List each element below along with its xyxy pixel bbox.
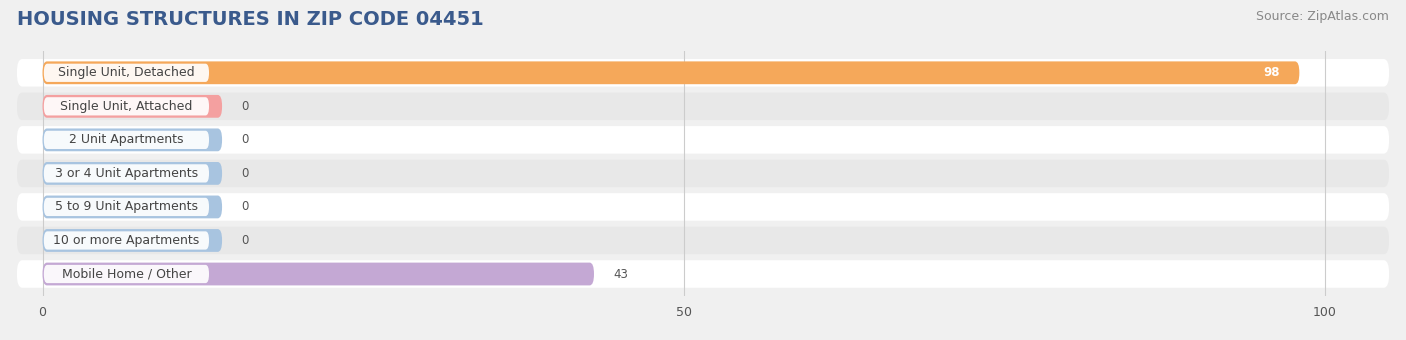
Text: 5 to 9 Unit Apartments: 5 to 9 Unit Apartments — [55, 201, 198, 214]
Text: 10 or more Apartments: 10 or more Apartments — [53, 234, 200, 247]
Text: 0: 0 — [242, 133, 249, 146]
Text: Mobile Home / Other: Mobile Home / Other — [62, 268, 191, 280]
Text: Single Unit, Detached: Single Unit, Detached — [58, 66, 195, 79]
Text: 3 or 4 Unit Apartments: 3 or 4 Unit Apartments — [55, 167, 198, 180]
Text: 0: 0 — [242, 234, 249, 247]
Text: Source: ZipAtlas.com: Source: ZipAtlas.com — [1256, 10, 1389, 23]
FancyBboxPatch shape — [44, 265, 209, 283]
FancyBboxPatch shape — [44, 198, 209, 216]
FancyBboxPatch shape — [44, 231, 209, 250]
Text: HOUSING STRUCTURES IN ZIP CODE 04451: HOUSING STRUCTURES IN ZIP CODE 04451 — [17, 10, 484, 29]
FancyBboxPatch shape — [44, 131, 209, 149]
FancyBboxPatch shape — [42, 229, 222, 252]
FancyBboxPatch shape — [42, 129, 222, 151]
FancyBboxPatch shape — [17, 126, 1389, 154]
FancyBboxPatch shape — [17, 92, 1389, 120]
FancyBboxPatch shape — [17, 59, 1389, 87]
Text: 2 Unit Apartments: 2 Unit Apartments — [69, 133, 184, 146]
Text: 0: 0 — [242, 201, 249, 214]
FancyBboxPatch shape — [17, 227, 1389, 254]
FancyBboxPatch shape — [44, 164, 209, 183]
Text: 0: 0 — [242, 167, 249, 180]
Text: 0: 0 — [242, 100, 249, 113]
FancyBboxPatch shape — [17, 193, 1389, 221]
Text: 98: 98 — [1264, 66, 1279, 79]
FancyBboxPatch shape — [42, 62, 1299, 84]
FancyBboxPatch shape — [17, 160, 1389, 187]
Text: Single Unit, Attached: Single Unit, Attached — [60, 100, 193, 113]
FancyBboxPatch shape — [42, 162, 222, 185]
FancyBboxPatch shape — [44, 64, 209, 82]
FancyBboxPatch shape — [44, 97, 209, 116]
FancyBboxPatch shape — [17, 260, 1389, 288]
Text: 43: 43 — [613, 268, 628, 280]
FancyBboxPatch shape — [42, 195, 222, 218]
FancyBboxPatch shape — [42, 262, 593, 285]
FancyBboxPatch shape — [42, 95, 222, 118]
